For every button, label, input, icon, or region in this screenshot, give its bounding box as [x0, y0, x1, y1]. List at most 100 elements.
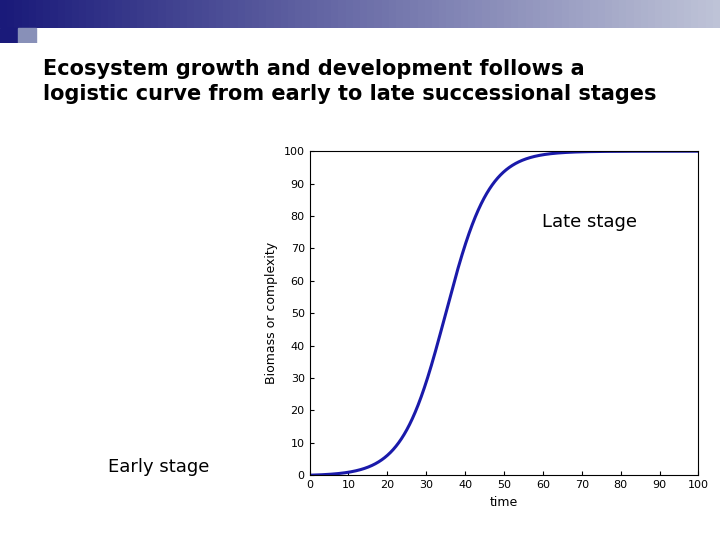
Bar [418, 0, 425, 28]
Bar [338, 0, 346, 28]
Bar [194, 0, 202, 28]
Bar [698, 0, 706, 28]
Bar [482, 0, 490, 28]
Bar [504, 0, 511, 28]
Bar [245, 0, 252, 28]
Y-axis label: Biomass or complexity: Biomass or complexity [265, 242, 278, 384]
Bar [360, 0, 367, 28]
Bar [547, 0, 554, 28]
Bar [166, 0, 173, 28]
Bar [58, 0, 65, 28]
Bar [36, 0, 43, 28]
Bar [569, 0, 576, 28]
Bar [598, 0, 605, 28]
Bar [425, 0, 432, 28]
Bar [511, 0, 518, 28]
Bar [223, 0, 230, 28]
Bar [144, 0, 151, 28]
Bar [353, 0, 360, 28]
Bar [374, 0, 382, 28]
Text: Late stage: Late stage [542, 213, 637, 232]
Bar [7, 0, 14, 28]
Bar [29, 0, 36, 28]
Bar [137, 0, 144, 28]
Bar [18, 28, 36, 43]
Bar [72, 0, 79, 28]
Bar [173, 0, 180, 28]
Bar [662, 0, 670, 28]
Bar [94, 0, 101, 28]
Bar [130, 0, 137, 28]
Text: Ecosystem growth and development follows a
logistic curve from early to late suc: Ecosystem growth and development follows… [43, 59, 657, 104]
X-axis label: time: time [490, 496, 518, 509]
Bar [382, 0, 389, 28]
Bar [43, 0, 50, 28]
Bar [317, 0, 324, 28]
Bar [403, 0, 410, 28]
Bar [410, 0, 418, 28]
Bar [641, 0, 648, 28]
Bar [590, 0, 598, 28]
Bar [151, 0, 158, 28]
Bar [266, 0, 274, 28]
Bar [108, 0, 115, 28]
Bar [554, 0, 562, 28]
Bar [432, 0, 439, 28]
Bar [367, 0, 374, 28]
Bar [389, 0, 396, 28]
Bar [684, 0, 691, 28]
Bar [180, 0, 187, 28]
Bar [252, 0, 259, 28]
Bar [518, 0, 526, 28]
Bar [396, 0, 403, 28]
Bar [439, 0, 446, 28]
Text: Early stage: Early stage [108, 458, 209, 476]
Bar [691, 0, 698, 28]
Bar [619, 0, 626, 28]
Bar [612, 0, 619, 28]
Bar [324, 0, 331, 28]
Bar [302, 0, 310, 28]
Bar [533, 0, 540, 28]
Bar [50, 0, 58, 28]
Bar [65, 0, 72, 28]
Bar [14, 0, 22, 28]
Bar [209, 0, 216, 28]
Bar [202, 0, 209, 28]
Bar [468, 0, 475, 28]
Bar [526, 0, 533, 28]
Bar [0, 28, 18, 43]
Bar [22, 0, 29, 28]
Bar [238, 0, 245, 28]
Bar [497, 0, 504, 28]
Bar [86, 0, 94, 28]
Bar [310, 0, 317, 28]
Bar [115, 0, 122, 28]
Bar [187, 0, 194, 28]
Bar [0, 0, 7, 28]
Bar [101, 0, 108, 28]
Bar [122, 0, 130, 28]
Bar [216, 0, 223, 28]
Bar [281, 0, 288, 28]
Bar [346, 0, 353, 28]
Bar [288, 0, 295, 28]
Bar [490, 0, 497, 28]
Bar [648, 0, 655, 28]
Bar [475, 0, 482, 28]
Bar [605, 0, 612, 28]
Bar [706, 0, 713, 28]
Bar [713, 0, 720, 28]
Bar [230, 0, 238, 28]
Bar [461, 0, 468, 28]
Bar [576, 0, 583, 28]
Bar [670, 0, 677, 28]
Bar [562, 0, 569, 28]
Bar [626, 0, 634, 28]
Bar [634, 0, 641, 28]
Bar [446, 0, 454, 28]
Bar [79, 0, 86, 28]
Bar [259, 0, 266, 28]
Bar [677, 0, 684, 28]
Bar [295, 0, 302, 28]
